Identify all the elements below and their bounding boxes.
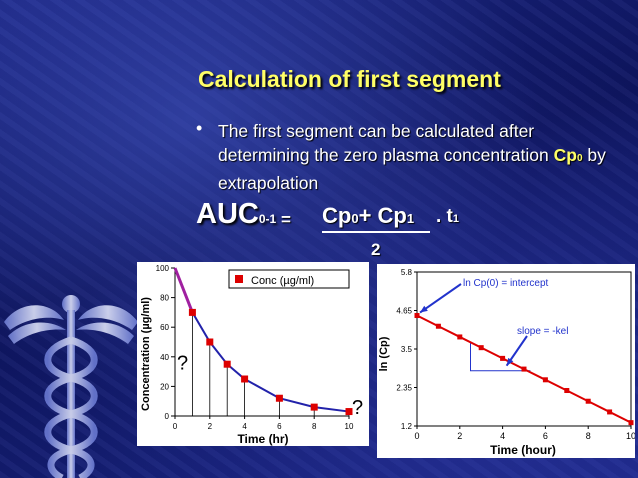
chart2-ytick-label: 3.5 xyxy=(401,345,413,354)
chart2-xtick-label: 6 xyxy=(543,431,548,441)
chart1-extrapolation xyxy=(173,267,194,313)
chart2-ytick-label: 1.2 xyxy=(401,422,413,431)
chart1-ytick-label: 20 xyxy=(160,382,169,391)
chart2-point xyxy=(435,323,441,329)
chart2-xtick-label: 10 xyxy=(626,431,635,441)
chart2-frame xyxy=(416,271,632,427)
chart2-point xyxy=(500,355,506,361)
auc-label: AUC0-1 xyxy=(196,198,277,230)
intercept-annotation: ln Cp(0) = intercept xyxy=(463,278,549,289)
slide-title: Calculation of first segment xyxy=(198,66,501,92)
chart1-ytick-label: 80 xyxy=(160,294,169,303)
chart1-point xyxy=(188,308,196,316)
ln-cp-chart-svg: ln (Cp) Time (hour) 1.2 2.35 3.5 4.65 5.8 0 2 4… xyxy=(378,268,636,457)
chart2-xlabel: Time (hour) xyxy=(490,443,556,457)
chart1-question-mark: ? xyxy=(177,352,188,374)
slope-arrow-head xyxy=(506,357,514,366)
chart1-point xyxy=(345,408,353,416)
chart2-xtick-label: 4 xyxy=(500,431,505,441)
concentration-chart: Concentration (µg/ml) Time (hr) Conc (µg… xyxy=(137,262,369,446)
intercept-arrow-head xyxy=(420,305,428,313)
chart1-ytick-label: 100 xyxy=(156,264,170,273)
chart1-xtick-label: 10 xyxy=(345,422,354,431)
chart1-legend-marker xyxy=(235,275,243,283)
concentration-chart-svg: Concentration (µg/ml) Time (hr) Conc (µg… xyxy=(140,264,363,446)
bullet-text: The first segment can be calculated afte… xyxy=(218,119,628,195)
chart2-xtick-label: 8 xyxy=(586,431,591,441)
chart2-point xyxy=(457,334,463,340)
chart2-ytick-label: 5.8 xyxy=(401,268,413,277)
intercept-arrow xyxy=(419,283,462,314)
chart1-point xyxy=(241,375,249,383)
formula-time-factor: . t1 xyxy=(436,206,460,227)
chart2-point xyxy=(585,398,591,404)
chart1-legend-box xyxy=(228,269,350,289)
formula-numerator: Cp0+ Cp1 xyxy=(322,203,415,228)
caduceus-icon xyxy=(4,295,138,478)
equals-sign: = xyxy=(281,210,291,229)
chart1-xtick-label: 6 xyxy=(277,422,282,431)
chart2-point xyxy=(607,409,613,415)
chart2-slope-triangle xyxy=(470,342,531,372)
bullet-marker: • xyxy=(196,118,203,138)
chart2-xtick-label: 2 xyxy=(457,431,462,441)
chart2-point xyxy=(414,313,420,319)
formula-denominator: 2 xyxy=(371,240,381,259)
bullet-end: by extrapolation xyxy=(218,145,606,193)
ln-cp-chart: ln (Cp) Time (hour) 1.2 2.35 3.5 4.65 5.8 0 2 4… xyxy=(377,264,636,458)
chart1-question-mark: ? xyxy=(352,397,363,419)
chart1-ytick-label: 60 xyxy=(160,323,169,332)
chart2-point xyxy=(521,366,527,372)
chart2-point xyxy=(628,420,634,426)
chart1-ytick-label: 0 xyxy=(165,412,170,421)
chart1-ytick-label: 40 xyxy=(160,353,169,362)
chart1-point xyxy=(275,394,283,402)
chart2-ylabel: ln (Cp) xyxy=(378,336,390,371)
chart1-series-line xyxy=(191,311,350,413)
fraction-bar xyxy=(322,231,430,233)
chart2-xtick-label: 0 xyxy=(414,431,419,441)
chart1-xtick-label: 4 xyxy=(242,422,247,431)
chart1-xtick-label: 2 xyxy=(208,422,213,431)
slope-annotation: slope = -kel xyxy=(517,326,568,337)
chart2-point xyxy=(542,377,548,383)
chart2-ytick-label: 2.35 xyxy=(396,384,412,393)
chart1-point xyxy=(206,338,214,346)
chart1-xlabel: Time (hr) xyxy=(237,432,288,446)
chart2-ytick-label: 4.65 xyxy=(396,307,412,316)
chart2-point xyxy=(478,345,484,351)
chart1-ylabel: Concentration (µg/ml) xyxy=(140,297,152,411)
cp-label: Cp0 xyxy=(553,145,583,165)
chart1-xtick-label: 0 xyxy=(173,422,178,431)
chart2-point xyxy=(564,388,570,394)
chart1-legend-text: Conc (µg/ml) xyxy=(251,275,314,287)
bullet-body: The first segment can be calculated afte… xyxy=(218,121,549,165)
chart1-point xyxy=(223,360,231,368)
chart1-xtick-label: 8 xyxy=(312,422,317,431)
chart1-point xyxy=(310,403,318,411)
